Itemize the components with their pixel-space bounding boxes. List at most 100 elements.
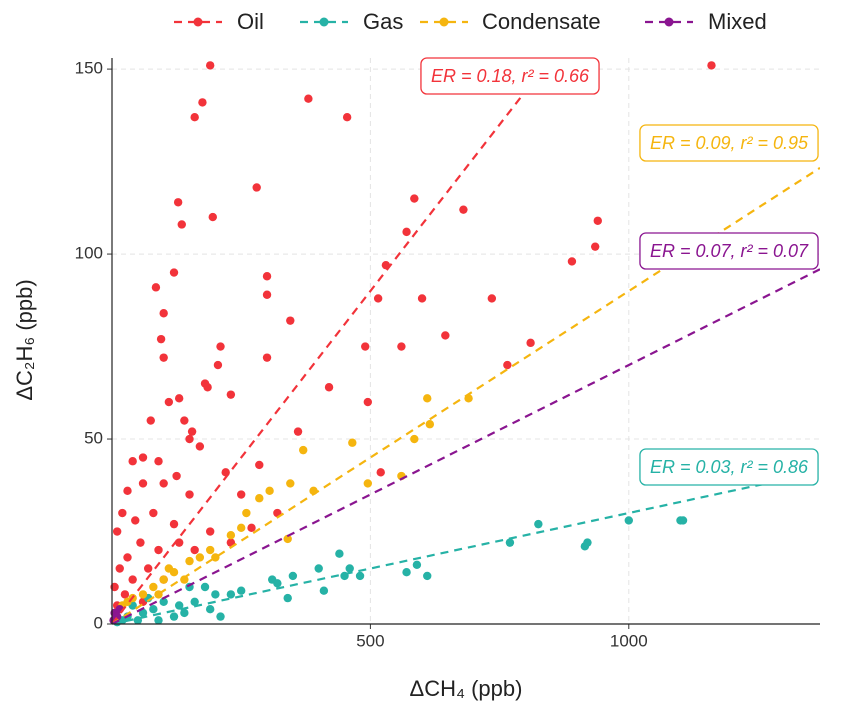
point bbox=[205, 61, 215, 70]
point bbox=[567, 257, 577, 266]
point bbox=[138, 479, 148, 488]
annotation: ER = 0.09, r² = 0.95 bbox=[650, 133, 809, 153]
point bbox=[262, 290, 272, 299]
point bbox=[159, 479, 168, 488]
fit-line bbox=[112, 268, 820, 624]
point bbox=[156, 334, 166, 344]
point bbox=[177, 220, 186, 229]
point bbox=[174, 601, 184, 610]
point bbox=[149, 508, 158, 518]
point bbox=[283, 534, 292, 544]
point bbox=[459, 205, 468, 214]
point bbox=[255, 494, 264, 503]
point bbox=[123, 486, 132, 496]
annotation: ER = 0.18, r² = 0.66 bbox=[431, 66, 590, 86]
point bbox=[487, 294, 497, 303]
point bbox=[164, 397, 174, 407]
point bbox=[410, 434, 419, 444]
legend-label: Mixed bbox=[708, 9, 767, 34]
point bbox=[120, 590, 130, 599]
point bbox=[255, 460, 264, 470]
point bbox=[195, 553, 205, 562]
annotation-box bbox=[639, 448, 819, 486]
point bbox=[363, 479, 373, 488]
point bbox=[205, 527, 215, 536]
legend-swatch-dot bbox=[193, 17, 203, 27]
point bbox=[293, 427, 303, 436]
point bbox=[397, 342, 406, 351]
point bbox=[590, 242, 600, 251]
point bbox=[154, 545, 163, 555]
annotation: ER = 0.07, r² = 0.07 bbox=[650, 241, 809, 261]
x-axis-title: ΔCH₄ (ppb) bbox=[410, 676, 523, 701]
legend-label: Gas bbox=[363, 9, 403, 34]
point bbox=[190, 112, 199, 122]
legend-swatch-dot bbox=[319, 17, 329, 27]
annotation: ER = 0.03, r² = 0.86 bbox=[650, 457, 809, 477]
point bbox=[143, 564, 153, 573]
points bbox=[109, 61, 716, 627]
point bbox=[169, 612, 179, 621]
point bbox=[216, 612, 225, 621]
annotation-box bbox=[639, 124, 819, 162]
point bbox=[236, 586, 246, 595]
point bbox=[146, 416, 155, 425]
point bbox=[402, 568, 411, 577]
point bbox=[115, 564, 124, 573]
point bbox=[211, 590, 220, 599]
point bbox=[226, 538, 236, 547]
point bbox=[314, 564, 323, 573]
point bbox=[363, 397, 373, 407]
point bbox=[299, 445, 308, 455]
point bbox=[335, 549, 344, 558]
annotation-box bbox=[639, 232, 819, 270]
point bbox=[205, 605, 215, 614]
point bbox=[159, 353, 168, 362]
point bbox=[262, 353, 272, 362]
point bbox=[149, 605, 158, 614]
point bbox=[505, 538, 515, 547]
point bbox=[149, 582, 158, 592]
axes: 500 1000 0 50 100 150 bbox=[75, 58, 820, 650]
annotations: ER = 0.18, r² = 0.66 ER = 0.03, r² = 0.86… bbox=[420, 57, 819, 486]
point bbox=[412, 560, 422, 570]
legend-swatch-dot bbox=[439, 17, 449, 27]
point bbox=[503, 360, 512, 370]
point bbox=[286, 316, 295, 325]
x-tick-label: 500 bbox=[356, 631, 384, 650]
point bbox=[200, 582, 210, 592]
point bbox=[283, 593, 292, 603]
point bbox=[180, 608, 189, 618]
point bbox=[173, 198, 183, 207]
point bbox=[236, 490, 246, 499]
point bbox=[159, 309, 168, 318]
point bbox=[112, 527, 122, 536]
point bbox=[361, 342, 370, 351]
point bbox=[131, 516, 140, 525]
point bbox=[185, 490, 194, 499]
point bbox=[376, 468, 385, 477]
point bbox=[136, 538, 145, 547]
legend-label: Condensate bbox=[482, 9, 601, 34]
point bbox=[123, 553, 132, 562]
point bbox=[348, 438, 357, 447]
point bbox=[190, 545, 199, 555]
point bbox=[195, 442, 205, 451]
point bbox=[707, 61, 716, 70]
x-tick-label: 1000 bbox=[610, 631, 648, 650]
point bbox=[180, 416, 189, 425]
legend-swatch-dot bbox=[664, 17, 674, 27]
point bbox=[242, 508, 251, 518]
point bbox=[304, 94, 313, 103]
point bbox=[216, 342, 225, 351]
point bbox=[534, 519, 543, 529]
point bbox=[624, 516, 633, 525]
point bbox=[425, 420, 435, 429]
point bbox=[203, 383, 212, 392]
point bbox=[526, 338, 535, 348]
y-axis-title: ΔC₂H₆ (ppb) bbox=[12, 279, 37, 400]
point bbox=[423, 394, 432, 403]
point bbox=[288, 571, 298, 581]
point bbox=[265, 486, 274, 496]
